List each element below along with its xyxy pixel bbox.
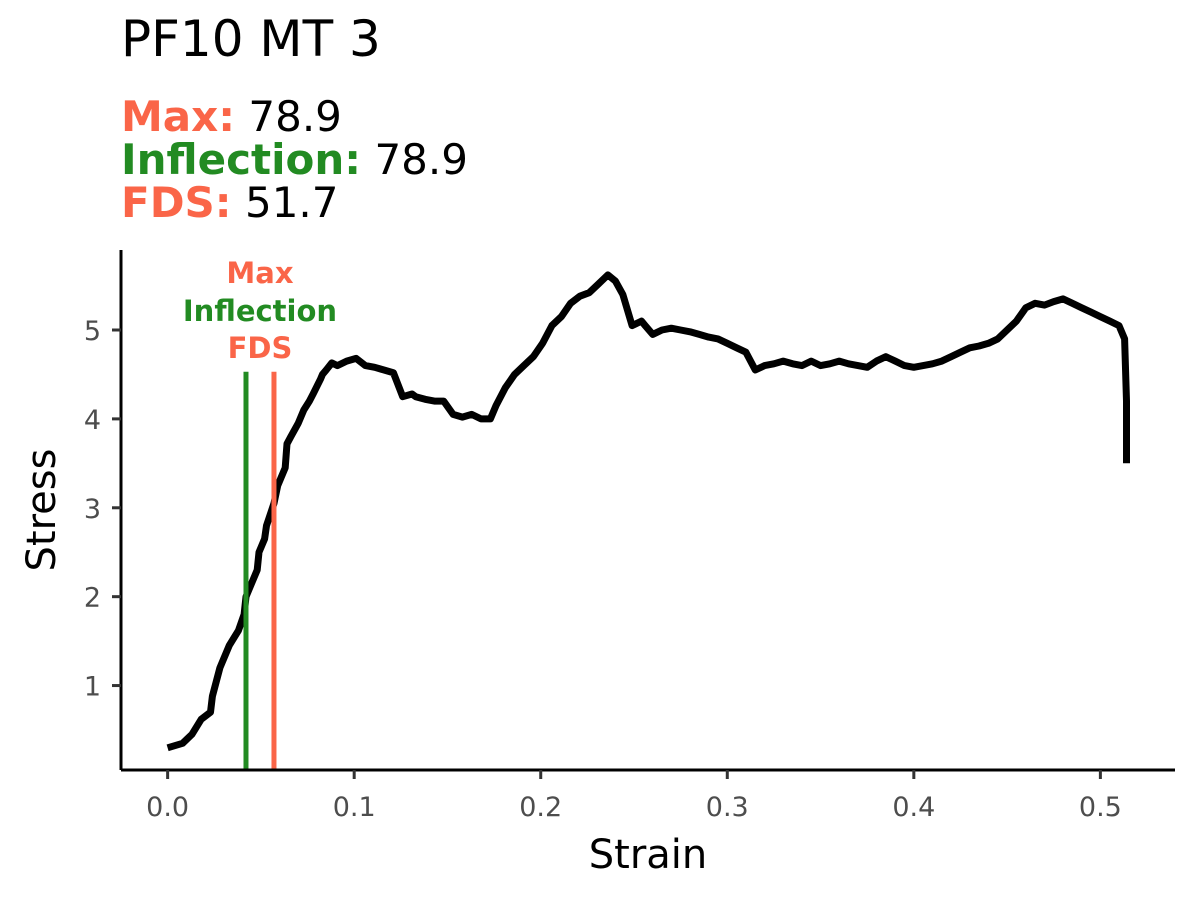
stat-inflection-label: Inflection: bbox=[121, 135, 362, 184]
marker-label-1: Inflection bbox=[183, 294, 337, 328]
x-tick-label-2: 0.2 bbox=[519, 792, 562, 823]
x-tick-label-0: 0.0 bbox=[146, 792, 189, 823]
x-tick-label-3: 0.3 bbox=[706, 792, 749, 823]
stat-max-label: Max: bbox=[121, 92, 236, 141]
y-tick-label-4: 5 bbox=[84, 316, 101, 347]
y-tick-label-1: 2 bbox=[84, 583, 101, 614]
marker-label-0: Max bbox=[226, 256, 293, 290]
x-tick-label-5: 0.5 bbox=[1079, 792, 1122, 823]
y-tick-label-2: 3 bbox=[84, 494, 101, 525]
stat-fds-label: FDS: bbox=[121, 178, 232, 227]
stat-max: Max: 78.9 bbox=[121, 96, 342, 138]
series-line-0 bbox=[166, 271, 1130, 752]
stat-inflection: Inflection: 78.9 bbox=[121, 139, 468, 181]
x-tick-label-4: 0.4 bbox=[892, 792, 935, 823]
y-tick-label-3: 4 bbox=[84, 405, 101, 436]
stat-inflection-value: 78.9 bbox=[374, 135, 468, 184]
x-tick-label-1: 0.1 bbox=[333, 792, 376, 823]
marker-label-2: FDS bbox=[228, 331, 293, 365]
x-axis-title: Strain bbox=[589, 832, 708, 878]
y-axis-title: Stress bbox=[19, 449, 65, 572]
stat-fds-value: 51.7 bbox=[244, 178, 339, 227]
stat-max-value: 78.9 bbox=[248, 92, 342, 141]
stat-fds: FDS: 51.7 bbox=[121, 182, 338, 224]
y-tick-label-0: 1 bbox=[84, 672, 101, 703]
chart-title: PF10 MT 3 bbox=[121, 10, 381, 68]
